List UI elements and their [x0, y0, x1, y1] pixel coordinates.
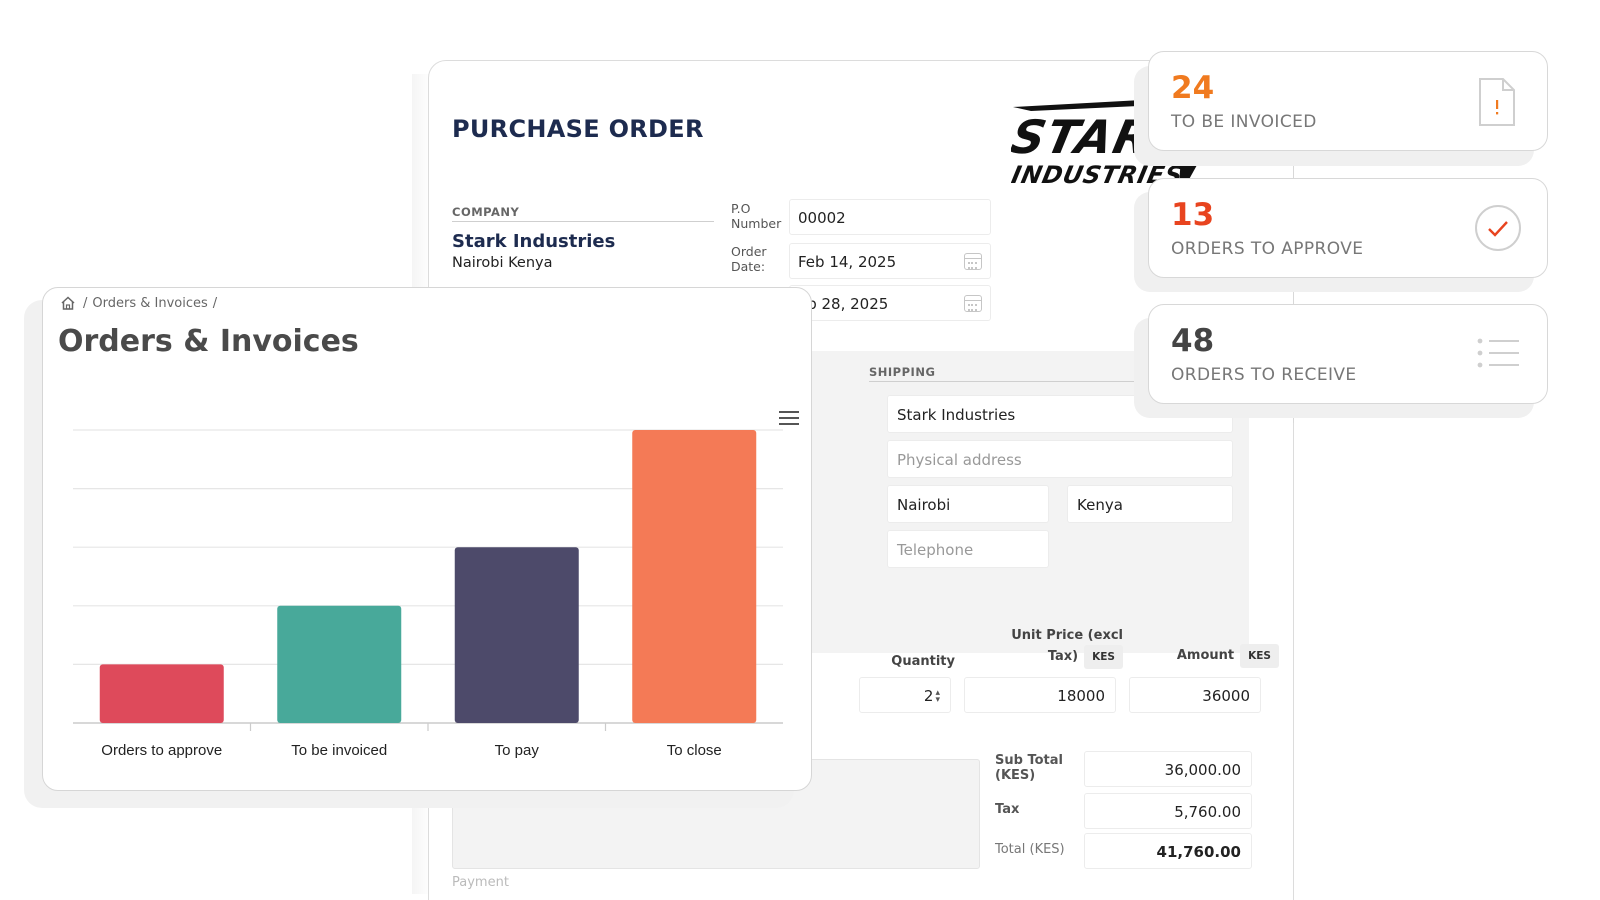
- stepper-arrows-icon[interactable]: ▴ ▾: [935, 687, 940, 705]
- total-label: Total (KES): [995, 842, 1065, 857]
- shipping-label: SHIPPING: [869, 365, 1249, 382]
- stat-card-to-be-invoiced[interactable]: 24 TO BE INVOICED: [1148, 51, 1548, 151]
- subtotal-field: 36,000.00: [1084, 751, 1252, 787]
- unit-price-input[interactable]: 18000: [964, 677, 1116, 713]
- calendar-icon[interactable]: [964, 253, 982, 270]
- shipping-country-value: Kenya: [1077, 496, 1123, 514]
- shipping-phone-input[interactable]: Telephone: [887, 530, 1049, 568]
- company-name: Stark Industries: [452, 231, 616, 252]
- shipping-address-input[interactable]: Physical address: [887, 440, 1233, 478]
- bar-to-pay[interactable]: [454, 547, 579, 723]
- breadcrumb-separator: /: [83, 295, 88, 311]
- bar-to-close[interactable]: [632, 430, 757, 723]
- currency-badge: KES: [1084, 645, 1123, 669]
- stat-value: 24: [1171, 70, 1215, 106]
- shipping-address-placeholder: Physical address: [897, 451, 1022, 469]
- x-tick-label: To be invoiced: [291, 742, 387, 759]
- stat-label: TO BE INVOICED: [1171, 112, 1317, 132]
- shipping-city-value: Nairobi: [897, 496, 951, 514]
- order-date-label: Order Date:: [731, 244, 767, 274]
- po-number-value: 00002: [798, 209, 846, 227]
- shipping-city-input[interactable]: Nairobi: [887, 485, 1049, 523]
- amount-value: 36000: [1202, 687, 1250, 705]
- breadcrumb-separator: /: [212, 295, 218, 311]
- currency-badge: KES: [1240, 644, 1279, 668]
- quantity-value: 2: [923, 687, 934, 705]
- shipping-country-input[interactable]: Kenya: [1067, 485, 1233, 523]
- stat-value: 13: [1171, 197, 1215, 233]
- po-number-input[interactable]: 00002: [789, 199, 991, 235]
- tax-field[interactable]: 5,760.00: [1084, 793, 1252, 829]
- amount-column-header: Amount KES: [1139, 644, 1279, 668]
- orders-bar-chart: Orders to approve To be invoiced To pay To …: [73, 429, 783, 759]
- po-number-label: P.O Number: [731, 201, 782, 231]
- due-date-value: eb 28, 2025: [798, 295, 889, 313]
- bar-to-be-invoiced[interactable]: [277, 605, 402, 723]
- document-alert-icon: [1479, 78, 1515, 126]
- check-circle-icon: [1475, 205, 1521, 251]
- shipping-name-value: Stark Industries: [897, 406, 1016, 424]
- amount-header-text: Amount: [1176, 648, 1235, 663]
- breadcrumb-item-orders-invoices[interactable]: Orders & Invoices: [92, 295, 208, 311]
- x-tick-label: To close: [667, 742, 722, 759]
- subtotal-label: Sub Total (KES): [995, 753, 1063, 783]
- unit-price-value: 18000: [1057, 687, 1105, 705]
- x-tick-label: To pay: [495, 742, 540, 759]
- unit-price-column-header: Unit Price (excl Tax) KES: [999, 627, 1123, 669]
- tax-label: Tax: [995, 802, 1020, 817]
- quantity-stepper[interactable]: 2 ▴ ▾: [859, 677, 951, 713]
- tax-value: 5,760.00: [1174, 803, 1241, 821]
- subtotal-value: 36,000.00: [1164, 761, 1241, 779]
- company-location: Nairobi Kenya: [452, 255, 553, 271]
- due-date-input[interactable]: eb 28, 2025: [789, 285, 991, 321]
- quantity-column-header: Quantity: [891, 654, 955, 669]
- stat-card-orders-to-approve[interactable]: 13 ORDERS TO APPROVE: [1148, 178, 1548, 278]
- breadcrumb: / Orders & Invoices /: [60, 295, 222, 311]
- chart-menu-icon[interactable]: [779, 411, 799, 426]
- order-date-value: Feb 14, 2025: [798, 253, 897, 271]
- home-icon[interactable]: [60, 295, 76, 311]
- amount-input[interactable]: 36000: [1129, 677, 1261, 713]
- stat-card-orders-to-receive[interactable]: 48 ORDERS TO RECEIVE: [1148, 304, 1548, 404]
- stat-label: ORDERS TO RECEIVE: [1171, 365, 1357, 385]
- unit-price-header-text: Unit Price (excl Tax): [1011, 628, 1123, 664]
- page-title: Orders & Invoices: [58, 324, 359, 359]
- x-tick-label: Orders to approve: [101, 742, 222, 759]
- bar-orders-to-approve[interactable]: [99, 664, 224, 723]
- list-icon: [1477, 338, 1519, 368]
- order-date-input[interactable]: Feb 14, 2025: [789, 243, 991, 279]
- payment-label: Payment: [452, 875, 509, 890]
- stat-label: ORDERS TO APPROVE: [1171, 239, 1364, 259]
- total-field: 41,760.00: [1084, 833, 1252, 869]
- calendar-icon[interactable]: [964, 295, 982, 312]
- po-title: PURCHASE ORDER: [452, 115, 704, 143]
- total-value: 41,760.00: [1156, 843, 1241, 861]
- company-label: COMPANY: [452, 205, 714, 222]
- orders-invoices-card: / Orders & Invoices / Orders & Invoices …: [42, 287, 812, 791]
- stat-value: 48: [1171, 323, 1215, 359]
- shipping-phone-placeholder: Telephone: [897, 541, 974, 559]
